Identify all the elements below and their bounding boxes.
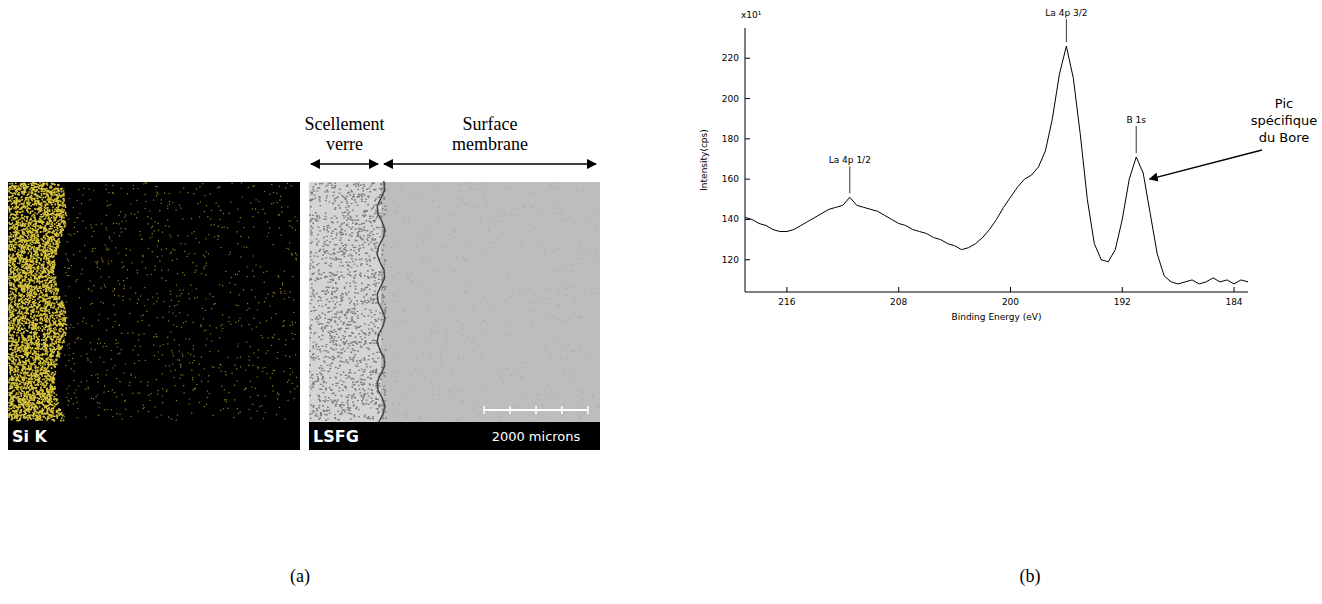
y-tick: [745, 98, 750, 99]
annotations: La 4p 1/2 La 4p 3/2 B 1s Pic spécifique du Bo…: [829, 8, 1318, 193]
x-tick: [786, 287, 787, 292]
region-arrow: [311, 163, 378, 165]
x-tick-label: 216: [778, 297, 795, 307]
panel-label: (b): [1020, 566, 1041, 587]
figure: Si K LSFG 2000 microns Scellementverre Surfa…: [0, 0, 1322, 604]
region-label: Surface: [463, 114, 518, 134]
si-dense-texture: [8, 182, 68, 422]
y-axis-title: Intensity(cps): [699, 129, 709, 191]
annotation-leader: [1066, 19, 1067, 42]
region-label: membrane: [452, 134, 528, 154]
x-tick: [1010, 287, 1011, 292]
si-sparse-texture: [63, 182, 298, 421]
annotation-label: La 4p 1/2: [829, 155, 871, 165]
map-label: Si K: [12, 427, 48, 446]
plot-area: [745, 46, 1248, 284]
axes: 216 208 200 192 184 120 140 160 180 200 220 Binding…: [699, 10, 1248, 322]
annotation-label: La 4p 3/2: [1045, 8, 1087, 18]
x-axis: [745, 292, 1248, 293]
annotation-leader: [849, 166, 850, 193]
x-tick-label: 192: [1114, 297, 1131, 307]
spectrum-line: [745, 46, 1248, 284]
callout-text: spécifique: [1251, 113, 1317, 128]
seal-boundary: [377, 182, 385, 422]
y-tick-label: 220: [722, 53, 739, 63]
scale-bar-tick: [587, 406, 589, 414]
x-axis-title: Binding Energy (eV): [952, 312, 1042, 322]
callout-text: Pic: [1275, 96, 1293, 111]
y-tick: [745, 58, 750, 59]
sem-image: LSFG 2000 microns: [309, 182, 600, 450]
map-label-bar: [8, 422, 300, 450]
callout-text: du Bore: [1259, 130, 1310, 145]
y-tick-label: 200: [722, 94, 739, 104]
y-axis: [745, 28, 746, 292]
y-tick: [745, 179, 750, 180]
scale-bar-label: 2000 microns: [492, 429, 581, 444]
y-tick-label: 160: [722, 174, 739, 184]
si-map: Si K: [8, 182, 300, 450]
y-tick-label: 120: [722, 255, 739, 265]
map-background: [8, 182, 300, 450]
region-label: verre: [326, 134, 363, 154]
y-tick-label: 140: [722, 214, 739, 224]
y-tick-label: 180: [722, 134, 739, 144]
callout-arrow: [1150, 150, 1262, 179]
y-tick: [745, 138, 750, 139]
x-tick: [1234, 287, 1235, 292]
panel-label: (a): [290, 566, 310, 587]
x-tick: [1122, 287, 1123, 292]
scale-bar-tick: [535, 406, 537, 414]
scale-bar-tick: [509, 406, 511, 414]
sem-label: LSFG: [313, 427, 359, 446]
scale-bar-tick: [483, 406, 485, 414]
region-label: Scellement: [305, 114, 385, 134]
y-scale-label: x10¹: [741, 10, 762, 20]
x-tick-label: 208: [890, 297, 907, 307]
annotation-leader: [1136, 126, 1137, 153]
sem-surface-texture: [389, 182, 599, 421]
y-tick: [745, 259, 750, 260]
sem-seal-texture: [309, 182, 387, 421]
x-tick-label: 184: [1225, 297, 1242, 307]
annotation-label: B 1s: [1126, 115, 1146, 125]
sem-background: [309, 182, 600, 450]
x-tick-label: 200: [1002, 297, 1019, 307]
region-arrow: [384, 163, 596, 165]
x-tick: [898, 287, 899, 292]
scale-bar-tick: [561, 406, 563, 414]
sem-label-bar: [309, 422, 600, 450]
